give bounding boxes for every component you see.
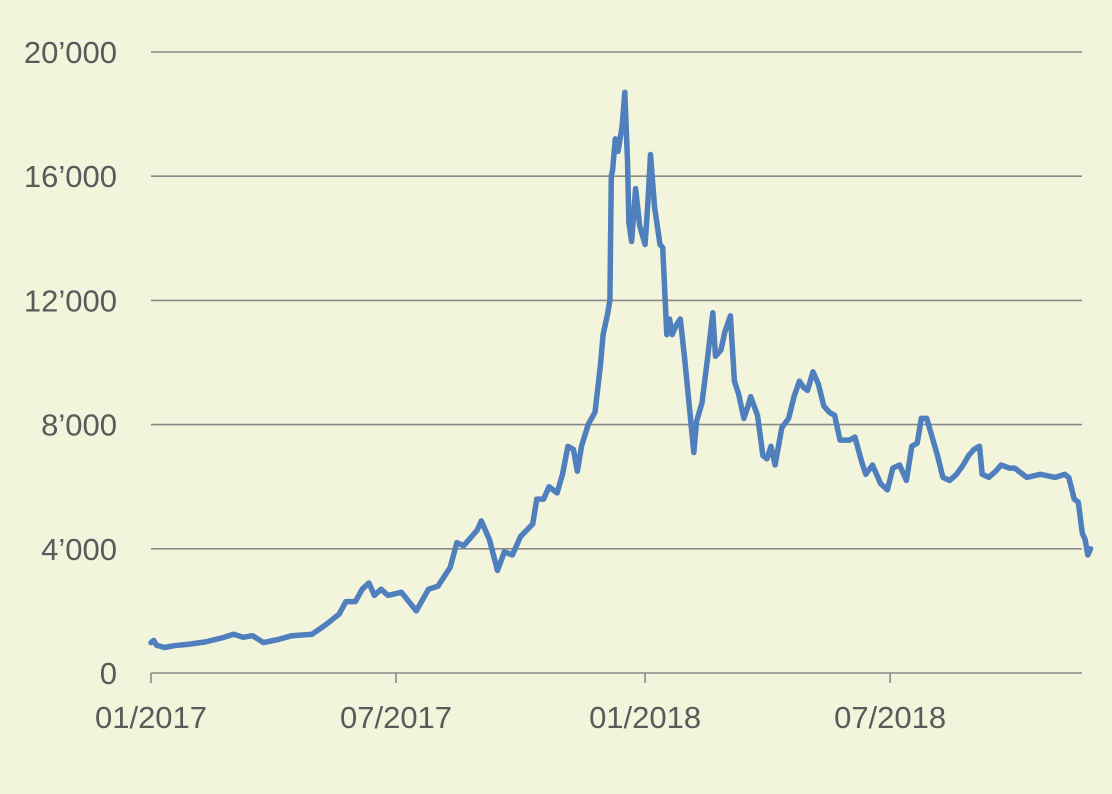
x-tick-label: 07/2017 bbox=[340, 700, 452, 735]
y-axis-labels: 0 4’000 8’000 12’000 16’000 20’000 bbox=[24, 35, 117, 691]
series-group bbox=[148, 89, 1094, 651]
x-tick-label: 01/2018 bbox=[589, 700, 701, 735]
y-tick-label: 20’000 bbox=[24, 35, 117, 70]
y-tick-label: 0 bbox=[100, 656, 117, 691]
y-tick-label: 12’000 bbox=[24, 283, 117, 318]
y-tick-label: 16’000 bbox=[24, 159, 117, 194]
x-tick-label: 07/2018 bbox=[834, 700, 946, 735]
x-axis-labels: 01/2017 07/2017 01/2018 07/2018 bbox=[95, 700, 946, 735]
price-series-line bbox=[148, 89, 1094, 651]
y-tick-label: 8’000 bbox=[41, 408, 117, 443]
x-axis-ticks bbox=[150, 673, 891, 683]
y-tick-label: 4’000 bbox=[41, 532, 117, 567]
x-tick-label: 01/2017 bbox=[95, 700, 207, 735]
